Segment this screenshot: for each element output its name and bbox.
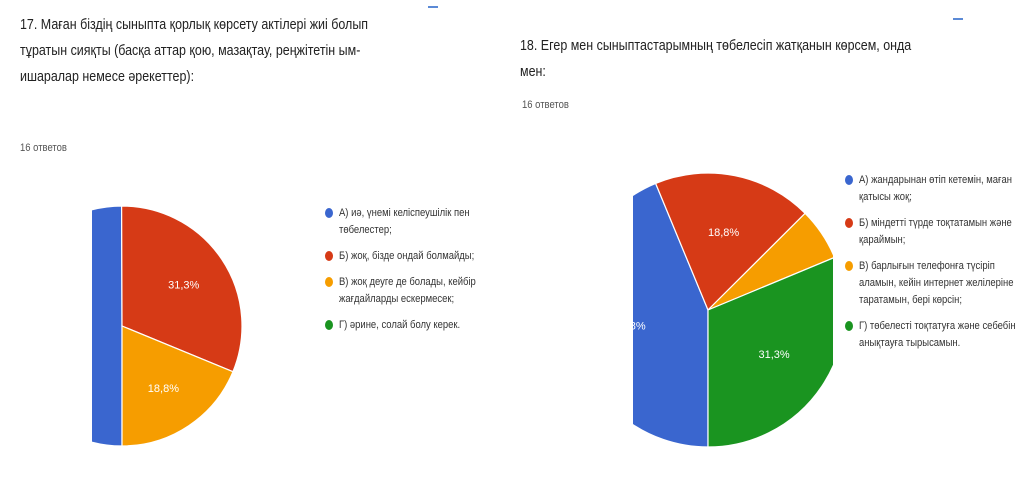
pie-chart: 50%31,3%18,8%	[92, 205, 243, 447]
legend-label-g: Г) төбелесті тоқтатуға және себебін анық…	[859, 320, 1016, 349]
response-count: 16 ответов	[20, 142, 67, 154]
legend-swatch-g	[845, 321, 853, 331]
pie-slice-b[interactable]	[121, 205, 243, 373]
slice-label-a: 43,8%	[633, 320, 646, 332]
legend-label-a: А) жандарынан өтіп кетемін, маған қатысы…	[859, 174, 1012, 203]
pie-slice-a[interactable]	[633, 182, 709, 448]
legend-item-v[interactable]: В) жоқ деуге де болады, кейбір жағдайлар…	[325, 274, 485, 308]
legend-item-g[interactable]: Г) төбелесті тоқтатуға және себебін анық…	[845, 318, 1025, 352]
question-title: 17. Маған біздің сыныпта қорлық көрсету …	[20, 17, 369, 85]
legend-swatch-a	[325, 208, 333, 218]
question-title: 18. Егер мен сыныптастарымның төбелесіп …	[520, 38, 912, 80]
legend: А) жандарынан өтіп кетемін, маған қатысы…	[845, 172, 1025, 361]
legend-label-a: А) иә, үнемі келіспеушілік пен төбелесте…	[339, 207, 470, 236]
slice-label-b: 18,8%	[708, 227, 739, 239]
legend-label-b: Б) міндетті түрде тоқтатамын және қарайм…	[859, 217, 1012, 246]
pie-slice-b[interactable]	[654, 172, 806, 312]
legend-swatch-v	[325, 277, 333, 287]
legend-swatch-b	[845, 218, 853, 228]
legend-swatch-v	[845, 261, 853, 271]
legend-item-b[interactable]: Б) міндетті түрде тоқтатамын және қарайм…	[845, 215, 1025, 249]
pie-slice-a[interactable]	[92, 205, 123, 447]
decor-dash	[428, 6, 438, 8]
legend-item-v[interactable]: В) барлығын телефонға түсіріп аламын, ке…	[845, 258, 1025, 309]
slice-label-v: 18,8%	[148, 383, 179, 395]
legend: А) иә, үнемі келіспеушілік пен төбелесте…	[325, 205, 485, 343]
legend-item-b[interactable]: Б) жоқ, бізде ондай болмайды;	[325, 248, 485, 265]
chart-panel-18: 18. Егер мен сыныптастарымның төбелесіп …	[515, 0, 1028, 494]
legend-item-g[interactable]: Г) әрине, солай болу керек.	[325, 317, 485, 334]
legend-item-a[interactable]: А) иә, үнемі келіспеушілік пен төбелесте…	[325, 205, 485, 239]
pie-slice-v[interactable]	[121, 325, 234, 447]
legend-label-v: В) жоқ деуге де болады, кейбір жағдайлар…	[339, 276, 476, 305]
pie-chart: 43,8% 18,8% 31,3%	[633, 172, 833, 448]
legend-label-v: В) барлығын телефонға түсіріп аламын, ке…	[859, 260, 1014, 306]
slice-label-b: 31,3%	[168, 280, 199, 292]
response-count: 16 ответов	[522, 99, 569, 111]
slice-label-g: 31,3%	[758, 349, 789, 361]
legend-item-a[interactable]: А) жандарынан өтіп кетемін, маған қатысы…	[845, 172, 1025, 206]
chart-panel-17: 17. Маған біздің сыныпта қорлық көрсету …	[0, 0, 510, 494]
legend-label-g: Г) әрине, солай болу керек.	[339, 319, 461, 331]
decor-dash	[953, 18, 963, 20]
legend-label-b: Б) жоқ, бізде ондай болмайды;	[339, 250, 475, 262]
pie-slice-v[interactable]	[707, 212, 833, 311]
pie-slice-g[interactable]	[707, 257, 833, 448]
legend-swatch-b	[325, 251, 333, 261]
legend-swatch-g	[325, 320, 333, 330]
legend-swatch-a	[845, 175, 853, 185]
